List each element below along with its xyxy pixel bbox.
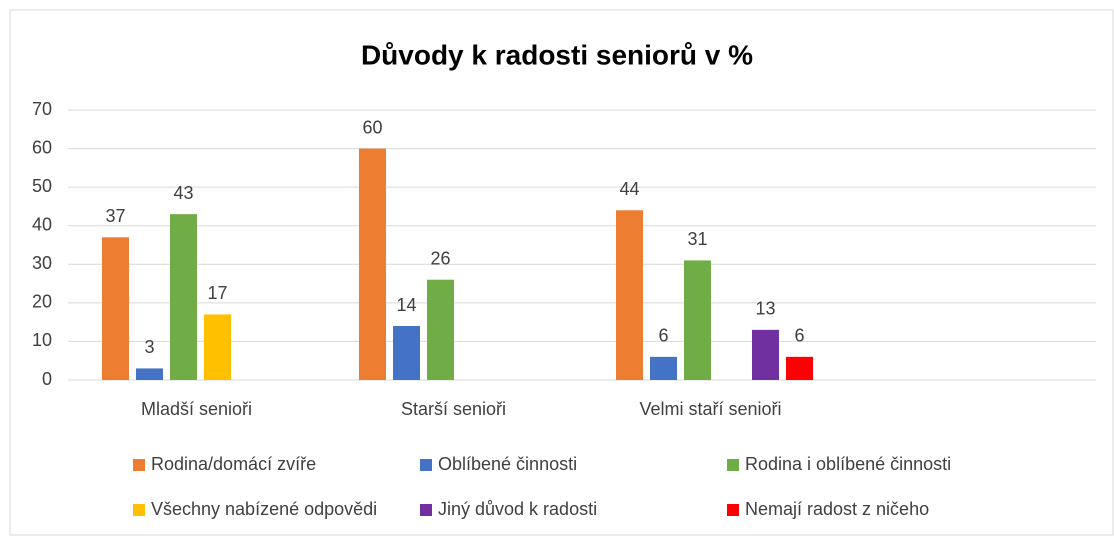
legend-swatch <box>133 504 145 516</box>
y-tick-label: 30 <box>32 253 52 273</box>
data-label: 60 <box>362 117 382 137</box>
data-label: 26 <box>430 248 450 268</box>
bar <box>427 279 454 380</box>
legend-label: Jiný důvod k radosti <box>438 499 597 519</box>
legend-label: Nemají radost z ničeho <box>745 499 929 519</box>
bar <box>393 326 420 380</box>
data-label: 43 <box>173 183 193 203</box>
bar <box>136 368 163 380</box>
y-tick-label: 70 <box>32 99 52 119</box>
y-tick-label: 10 <box>32 330 52 350</box>
legend-label: Rodina/domácí zvíře <box>151 454 316 474</box>
bar <box>102 237 129 380</box>
data-label: 17 <box>207 283 227 303</box>
data-label: 6 <box>658 326 668 346</box>
x-tick-label: Mladší senioři <box>141 399 252 419</box>
legend-swatch <box>727 504 739 516</box>
legend-label: Oblíbené činnosti <box>438 454 577 474</box>
y-tick-label: 50 <box>32 176 52 196</box>
y-tick-label: 40 <box>32 214 52 234</box>
data-label: 37 <box>105 206 125 226</box>
legend-swatch <box>133 459 145 471</box>
legend-label: Rodina i oblíbené činnosti <box>745 454 951 474</box>
bar <box>359 148 386 380</box>
data-label: 31 <box>687 229 707 249</box>
bar <box>616 210 643 380</box>
y-tick-label: 0 <box>42 369 52 389</box>
bar <box>786 356 813 380</box>
legend-swatch <box>420 459 432 471</box>
x-tick-label: Starší senioři <box>401 399 506 419</box>
chart-title: Důvody k radosti seniorů v % <box>361 39 753 70</box>
bar <box>204 314 231 380</box>
bar <box>650 356 677 380</box>
y-tick-label: 60 <box>32 137 52 157</box>
y-tick-label: 20 <box>32 292 52 312</box>
data-label: 14 <box>396 295 416 315</box>
data-label: 3 <box>144 337 154 357</box>
bar <box>684 260 711 380</box>
data-label: 6 <box>794 326 804 346</box>
legend-swatch <box>420 504 432 516</box>
bar <box>752 329 779 380</box>
data-label: 13 <box>755 299 775 319</box>
legend-swatch <box>727 459 739 471</box>
data-label: 44 <box>619 179 639 199</box>
legend-label: Všechny nabízené odpovědi <box>151 499 377 519</box>
x-tick-label: Velmi staří senioři <box>639 399 781 419</box>
bar <box>170 214 197 380</box>
